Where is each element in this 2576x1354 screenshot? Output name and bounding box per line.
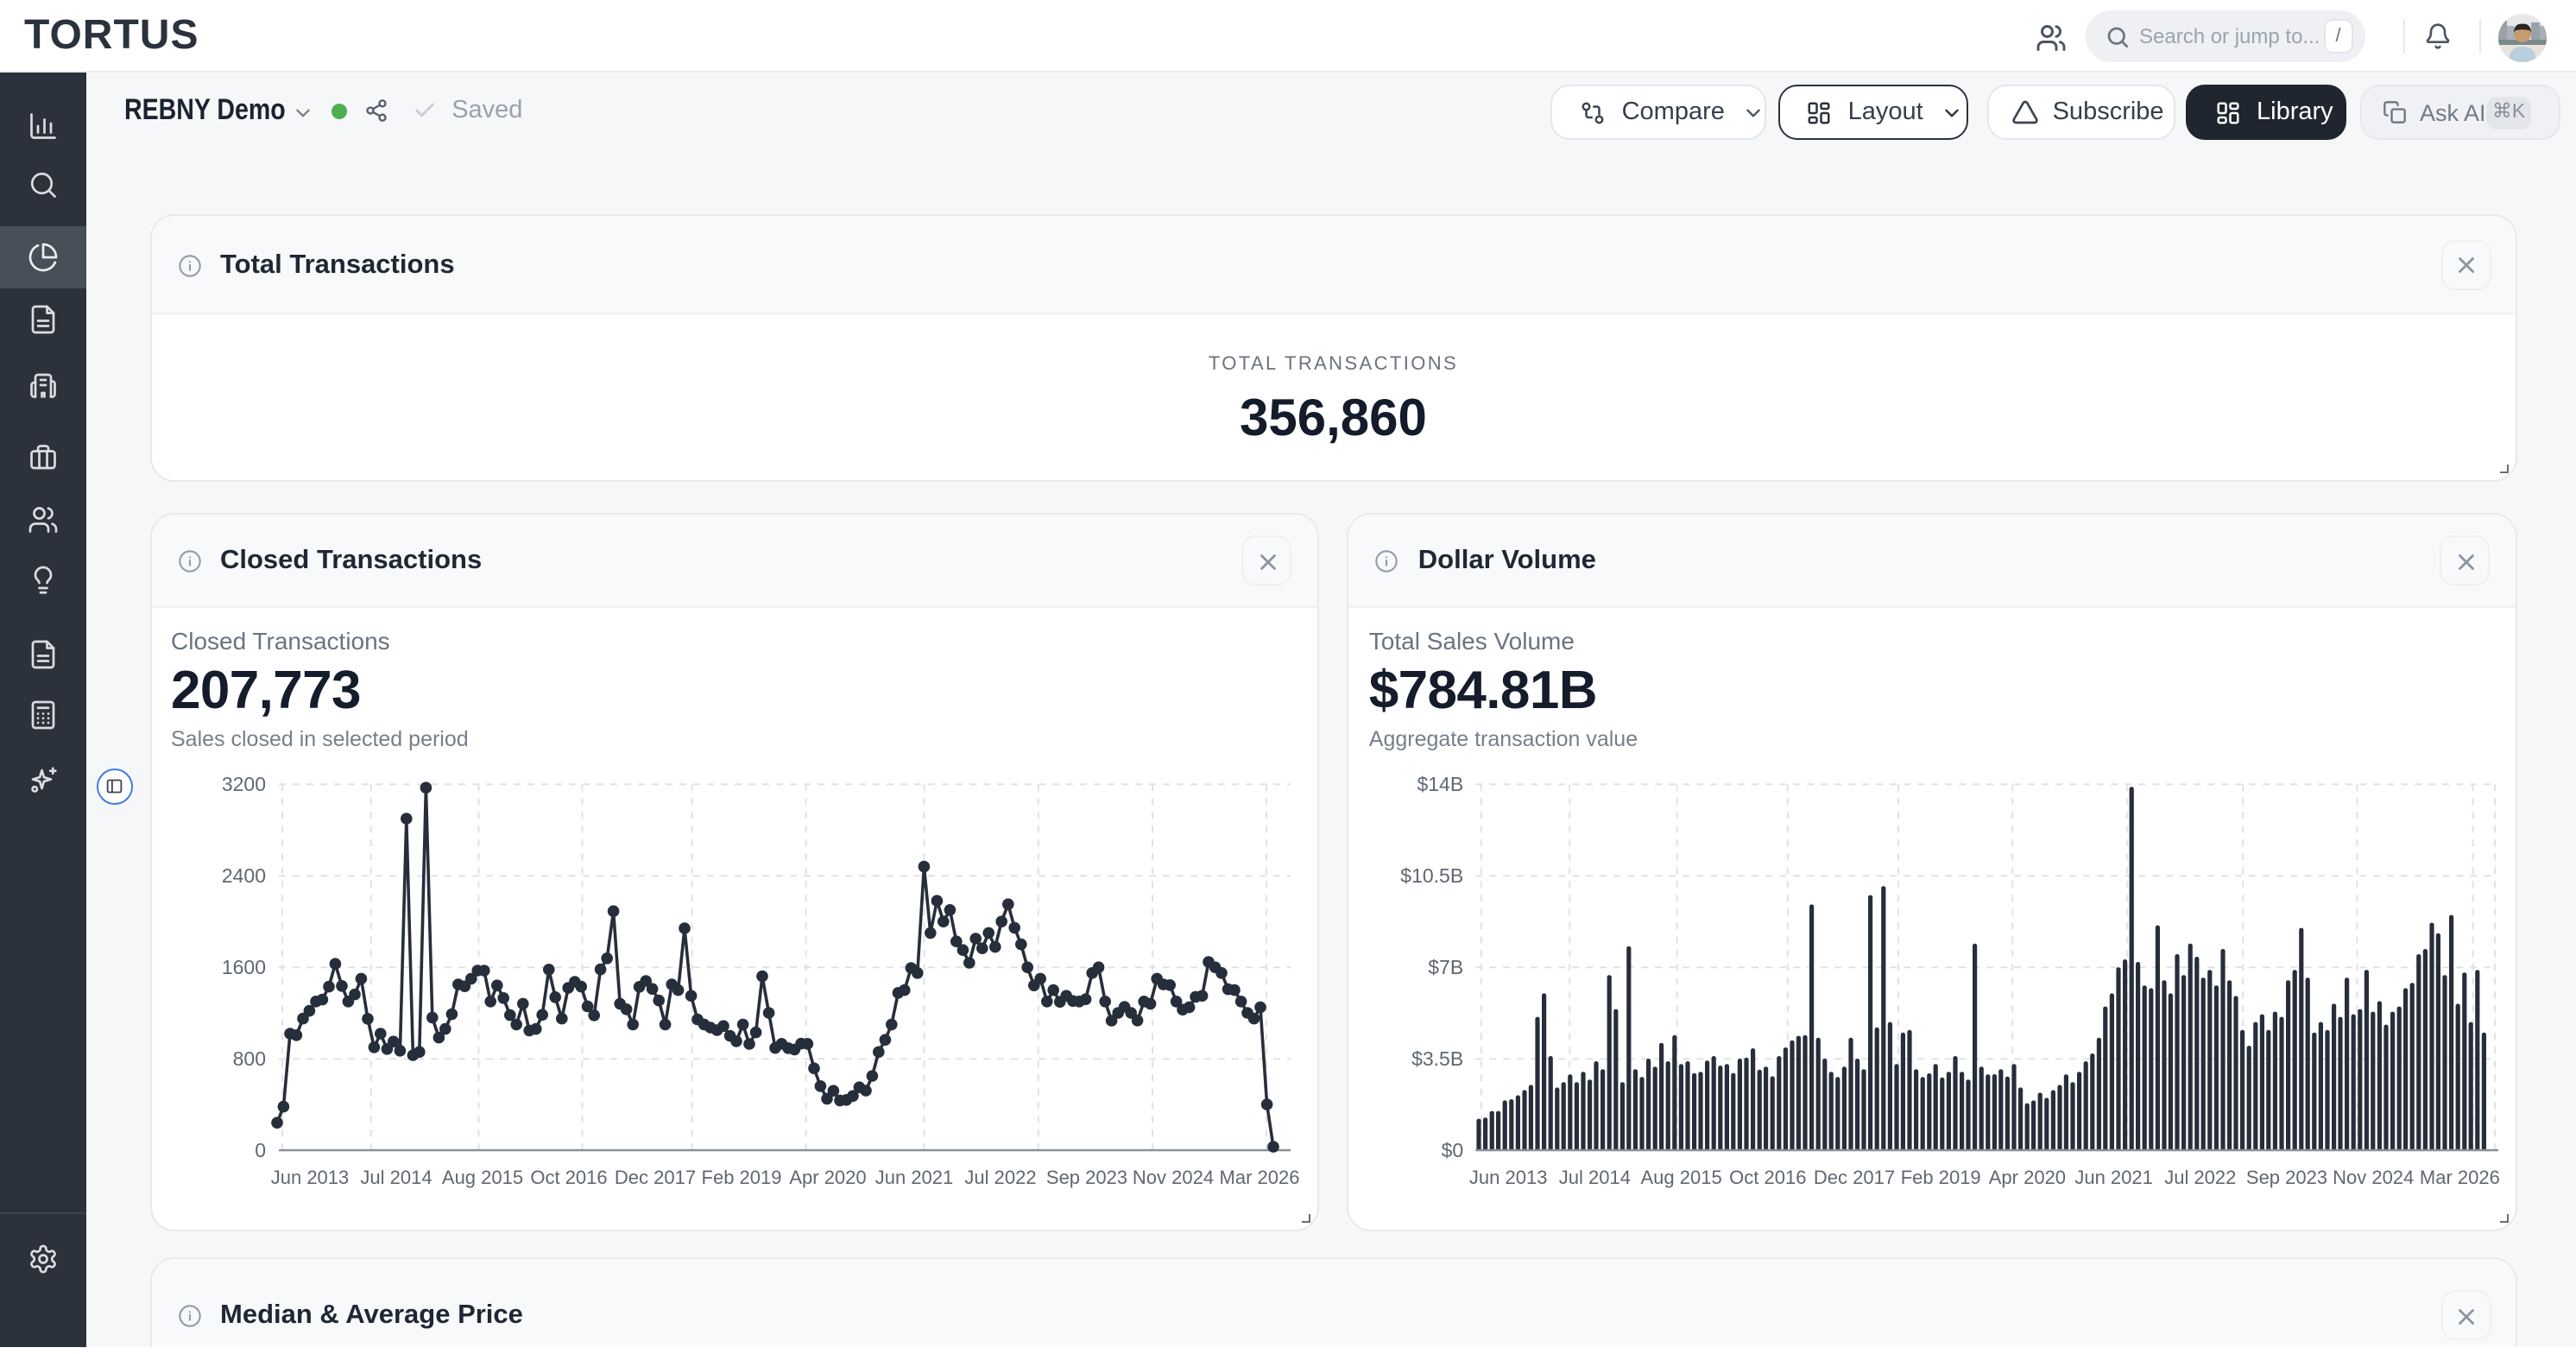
- svg-text:3200: 3200: [221, 772, 265, 794]
- svg-text:Jun 2021: Jun 2021: [2075, 1166, 2154, 1187]
- svg-text:Dec 2017: Dec 2017: [614, 1166, 695, 1187]
- svg-text:$14B: $14B: [1417, 772, 1464, 794]
- svg-text:Mar 2026: Mar 2026: [2421, 1166, 2501, 1187]
- svg-text:Jul 2014: Jul 2014: [1560, 1166, 1632, 1187]
- svg-text:Jul 2022: Jul 2022: [963, 1166, 1035, 1187]
- svg-text:Apr 2020: Apr 2020: [1990, 1166, 2067, 1187]
- svg-text:Jul 2022: Jul 2022: [2165, 1166, 2237, 1187]
- svg-text:Nov 2024: Nov 2024: [1132, 1166, 1213, 1187]
- svg-text:$3.5B: $3.5B: [1412, 1047, 1464, 1069]
- svg-text:Jun 2013: Jun 2013: [1470, 1166, 1549, 1187]
- svg-text:$7B: $7B: [1429, 955, 1464, 978]
- svg-text:2400: 2400: [221, 864, 265, 886]
- svg-text:$10.5B: $10.5B: [1401, 864, 1464, 886]
- svg-text:Sep 2023: Sep 2023: [1045, 1166, 1127, 1187]
- svg-text:Oct 2016: Oct 2016: [1730, 1166, 1807, 1187]
- svg-text:0: 0: [254, 1138, 265, 1161]
- svg-text:Sep 2023: Sep 2023: [2247, 1166, 2328, 1187]
- svg-text:Feb 2019: Feb 2019: [701, 1166, 781, 1187]
- svg-text:Mar 2026: Mar 2026: [1219, 1166, 1299, 1187]
- svg-text:$0: $0: [1442, 1138, 1464, 1161]
- svg-text:Aug 2015: Aug 2015: [441, 1166, 522, 1187]
- svg-text:Dec 2017: Dec 2017: [1815, 1166, 1896, 1187]
- svg-text:Aug 2015: Aug 2015: [1641, 1166, 1722, 1187]
- svg-text:1600: 1600: [221, 955, 265, 978]
- svg-text:Apr 2020: Apr 2020: [788, 1166, 865, 1187]
- svg-text:800: 800: [232, 1047, 265, 1069]
- svg-text:Jul 2014: Jul 2014: [359, 1166, 431, 1187]
- svg-text:Feb 2019: Feb 2019: [1901, 1166, 1981, 1187]
- svg-text:Jun 2021: Jun 2021: [874, 1166, 953, 1187]
- svg-text:Nov 2024: Nov 2024: [2333, 1166, 2415, 1187]
- svg-text:Jun 2013: Jun 2013: [270, 1166, 349, 1187]
- svg-text:Oct 2016: Oct 2016: [529, 1166, 606, 1187]
